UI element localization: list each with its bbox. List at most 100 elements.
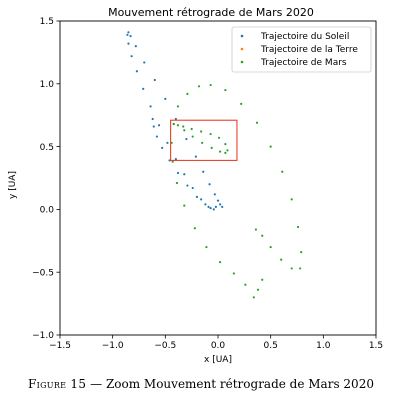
series-2-point-4 — [210, 146, 213, 149]
zoom-box — [170, 119, 238, 161]
x-axis-label: x [UA] — [204, 355, 232, 365]
series-0-point-11 — [143, 61, 146, 64]
chart: Mouvement rétrograde de Mars 2020 −1.5 −1… — [8, 6, 383, 365]
series-2-point-40 — [193, 227, 196, 230]
series-2-point-25 — [296, 225, 300, 229]
series-2-point-3 — [201, 141, 204, 144]
series-0-point-22 — [166, 141, 169, 144]
series-2-point-9 — [217, 136, 221, 139]
series-2-point-6 — [224, 151, 227, 154]
series-2-point-27 — [299, 267, 302, 270]
series-2-point-32 — [254, 228, 258, 231]
plot-area — [126, 31, 303, 299]
series-0-point-5 — [202, 170, 205, 173]
series-0-point-4 — [208, 183, 211, 186]
series-0-point-29 — [214, 205, 217, 208]
legend-entry-1: Trajectoire de la Terre — [260, 45, 358, 55]
series-0-point-9 — [164, 97, 167, 100]
series-2-point-31 — [261, 234, 264, 237]
series-2-point-24 — [290, 198, 293, 201]
series-0-point-32 — [155, 135, 159, 138]
series-2-point-35 — [252, 296, 255, 299]
caption-text: Zoom Mouvement rétrograde de Mars 2020 — [105, 377, 374, 391]
series-2-point-13 — [182, 125, 185, 128]
series-0-point-26 — [200, 198, 203, 201]
legend-marker-0 — [240, 34, 244, 38]
series-0-point-1 — [219, 203, 222, 206]
series-2-point-43 — [171, 160, 174, 163]
series-0-point-2 — [216, 199, 220, 202]
series-0-point-15 — [126, 33, 129, 36]
series-2-point-5 — [219, 150, 222, 153]
x-tick-label-0: −1.5 — [49, 341, 71, 351]
series-0-point-17 — [130, 55, 133, 58]
series-0-point-35 — [176, 171, 180, 175]
series-0-point-33 — [161, 146, 164, 149]
series-2-point-10 — [209, 132, 212, 136]
series-2-point-15 — [176, 105, 180, 108]
series-2-point-36 — [244, 283, 247, 286]
series-2-point-16 — [186, 92, 189, 95]
series-2-point-33 — [261, 278, 264, 281]
series-0-point-8 — [174, 117, 177, 121]
series-2-point-30 — [269, 245, 272, 249]
series-2-point-29 — [280, 258, 283, 261]
series-0-point-19 — [142, 87, 145, 90]
series-2-point-34 — [256, 288, 260, 291]
x-tick-label-3: 0.0 — [211, 341, 226, 351]
caption-separator: — — [86, 377, 106, 391]
series-0-point-3 — [213, 193, 216, 196]
series-2-point-45 — [172, 122, 175, 126]
series-0-point-28 — [212, 208, 215, 211]
figure-label: Figure 15 — [28, 377, 87, 391]
series-2-point-17 — [197, 85, 201, 88]
x-tick-label-4: 0.5 — [264, 341, 278, 351]
legend: Trajectoire du Soleil Trajectoire de la T… — [231, 26, 372, 73]
series-0-point-10 — [153, 78, 156, 82]
series-2-point-7 — [226, 149, 229, 152]
axes-ticks: −1.5 −1.0 −0.5 0.0 0.5 1.0 1.5−1.0−0.50.00.51.… — [32, 17, 383, 351]
series-2-point-1 — [183, 129, 186, 132]
series-2-point-11 — [200, 130, 203, 133]
series-2-point-18 — [209, 83, 212, 87]
series-0-point-27 — [207, 205, 210, 208]
series-0-point-30 — [151, 117, 154, 121]
figure-caption: Figure 15 — Zoom Mouvement rétrograde de… — [0, 377, 402, 391]
legend-entry-2: Trajectoire de Mars — [260, 58, 347, 68]
series-0-point-16 — [127, 42, 130, 45]
series-2-point-37 — [232, 272, 235, 275]
y-tick-label-4: 1.0 — [40, 80, 55, 90]
chart-title: Mouvement rétrograde de Mars 2020 — [108, 6, 314, 19]
x-tick-label-5: 1.0 — [316, 341, 331, 351]
legend-marker-2 — [240, 60, 244, 64]
y-tick-label-3: 0.5 — [40, 143, 54, 153]
series-2-point-12 — [190, 127, 193, 131]
series-0-point-21 — [157, 124, 161, 127]
series-2-point-20 — [240, 102, 243, 105]
legend-box — [231, 26, 372, 73]
y-tick-label-5: 1.5 — [40, 17, 54, 27]
series-2-point-38 — [219, 261, 222, 264]
series-2-point-26 — [300, 251, 303, 254]
series-2-point-39 — [205, 245, 208, 249]
series-0-point-23 — [174, 158, 177, 161]
series-2-point-21 — [255, 121, 259, 124]
series-0-point-24 — [183, 173, 186, 176]
series-2-point-19 — [224, 88, 227, 92]
y-tick-label-2: 0.0 — [40, 206, 55, 216]
series-2-point-28 — [290, 267, 293, 270]
series-2-point-42 — [175, 181, 179, 185]
y-tick-label-1: −0.5 — [32, 268, 54, 278]
series-0-point-7 — [185, 137, 188, 141]
series-0-point-13 — [129, 34, 132, 38]
legend-marker-1 — [240, 47, 244, 51]
y-axis-label: y [UA] — [8, 171, 18, 199]
series-2-point-41 — [183, 204, 186, 207]
series-2-point-8 — [224, 142, 227, 146]
series-2-point-2 — [191, 135, 194, 138]
series-0-point-12 — [134, 45, 137, 48]
series-2-point-23 — [281, 170, 284, 173]
legend-entry-0: Trajectoire du Soleil — [260, 32, 349, 42]
series-0-point-31 — [152, 125, 155, 128]
x-tick-label-2: −0.5 — [154, 341, 176, 351]
